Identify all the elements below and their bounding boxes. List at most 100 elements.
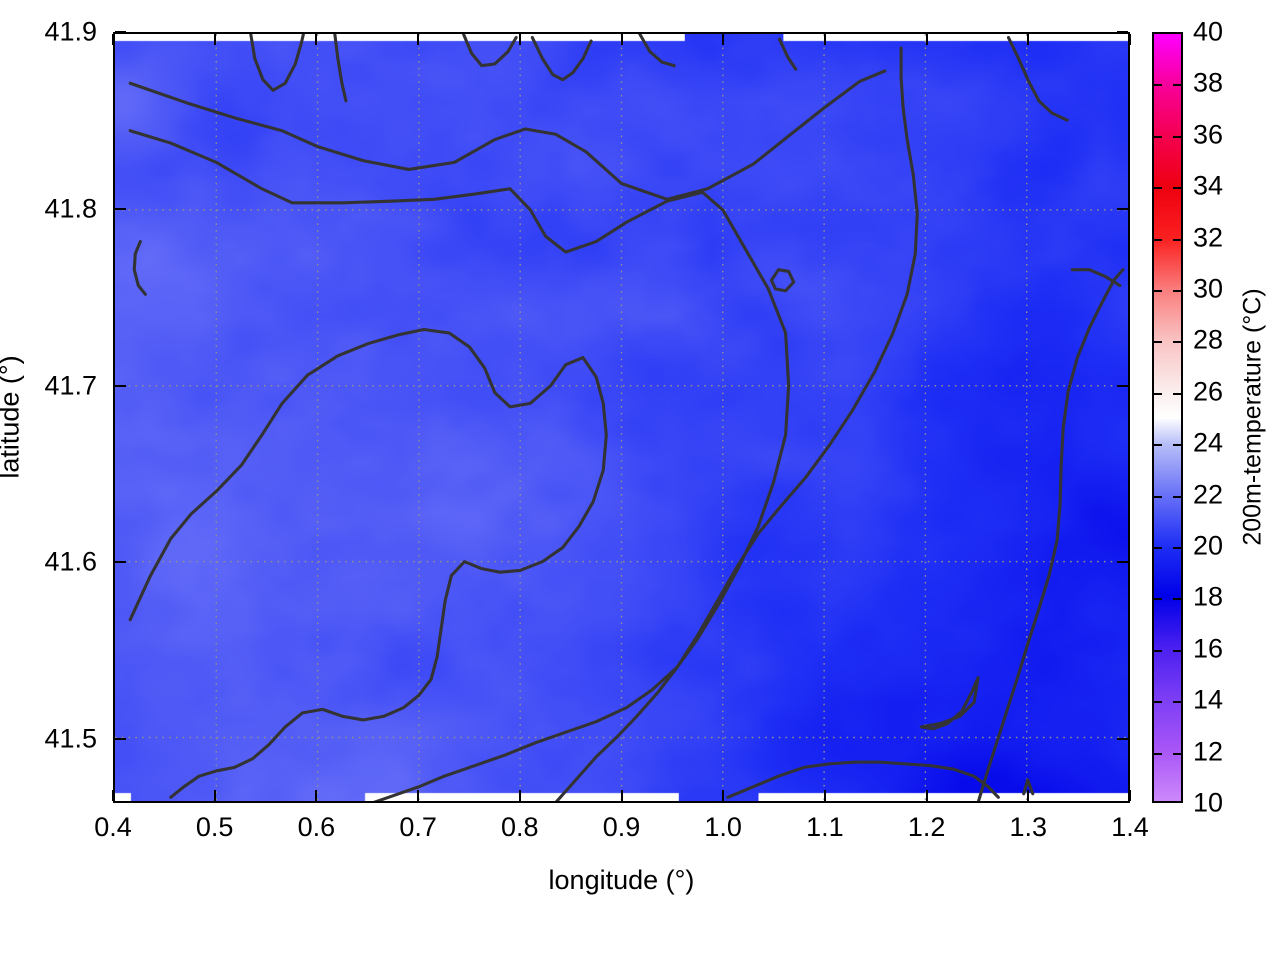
colorbar-tick [1154, 135, 1162, 138]
x-tick [518, 790, 521, 801]
temperature-heatmap [115, 34, 1128, 801]
colorbar-tick-label: 12 [1193, 736, 1224, 767]
colorbar-tick-label: 32 [1193, 222, 1224, 253]
colorbar-tick [1173, 495, 1181, 498]
colorbar-tick [1154, 84, 1162, 87]
colorbar-tick-label: 36 [1193, 119, 1224, 150]
y-tick-label: 41.6 [44, 546, 97, 577]
y-tick [1117, 207, 1128, 210]
x-tick-label: 1.2 [907, 812, 946, 842]
x-tick [213, 790, 216, 801]
x-tick [722, 34, 725, 45]
x-tick-label: 0.9 [602, 812, 641, 842]
colorbar-tick [1154, 701, 1162, 704]
x-tick [1129, 790, 1131, 801]
colorbar-tick [1173, 649, 1181, 652]
y-axis-title: latitude (°) [0, 355, 25, 479]
colorbar-tick [1173, 444, 1181, 447]
y-tick [115, 561, 126, 564]
colorbar-tick [1154, 290, 1162, 292]
x-tick-label: 1.4 [1111, 812, 1149, 842]
colorbar-tick [1154, 547, 1162, 549]
x-tick [925, 790, 928, 801]
x-tick [112, 790, 114, 801]
x-tick [315, 34, 318, 45]
x-tick [823, 790, 826, 801]
colorbar-tick-label: 38 [1193, 67, 1224, 98]
x-tick [112, 34, 114, 45]
x-tick-label: 0.7 [399, 812, 437, 842]
y-tick-label: 41.5 [44, 723, 97, 754]
colorbar-title: 200m-temperature (°C) [1238, 288, 1267, 546]
colorbar-tick-label: 30 [1193, 273, 1224, 304]
x-axis-title: longitude (°) [548, 865, 695, 895]
colorbar-tick-label: 16 [1193, 633, 1224, 664]
y-tick-label: 41.7 [44, 370, 97, 401]
colorbar-tick [1173, 392, 1181, 395]
x-tick [417, 790, 420, 801]
x-tick [823, 34, 826, 45]
colorbar-tick-label: 22 [1193, 479, 1224, 510]
y-tick-label: 41.9 [44, 16, 97, 47]
x-tick [620, 34, 623, 45]
x-tick [722, 790, 725, 801]
y-tick [115, 207, 126, 210]
colorbar-tick [1154, 238, 1162, 241]
y-tick [1117, 384, 1128, 387]
colorbar-tick [1154, 341, 1162, 344]
colorbar-tick [1173, 290, 1181, 292]
x-tick-label: 0.8 [501, 812, 539, 842]
colorbar-tick-label: 40 [1193, 16, 1224, 47]
colorbar-tick [1154, 444, 1162, 447]
colorbar-tick [1154, 495, 1162, 498]
colorbar [1152, 32, 1183, 803]
x-tick [1027, 790, 1030, 801]
y-tick [1117, 561, 1128, 564]
colorbar-tick [1173, 752, 1181, 755]
colorbar-tick [1173, 187, 1181, 190]
plot-area [113, 32, 1130, 803]
colorbar-tick [1154, 649, 1162, 652]
x-tick [1027, 34, 1030, 45]
colorbar-tick-label: 14 [1193, 684, 1224, 715]
colorbar-tick [1154, 598, 1162, 601]
x-tick [315, 790, 318, 801]
colorbar-tick [1173, 598, 1181, 601]
colorbar-tick [1173, 84, 1181, 87]
x-tick [417, 34, 420, 45]
colorbar-tick [1173, 238, 1181, 241]
y-tick-label: 41.8 [44, 193, 97, 224]
y-tick [1117, 738, 1128, 741]
colorbar-tick-label: 10 [1193, 787, 1224, 818]
colorbar-tick [1173, 701, 1181, 704]
colorbar-tick-label: 20 [1193, 530, 1224, 561]
colorbar-tick [1154, 752, 1162, 755]
y-tick [115, 738, 126, 741]
colorbar-tick-label: 26 [1193, 376, 1224, 407]
contour-lines [128, 34, 1125, 801]
y-tick [1117, 31, 1128, 33]
x-tick-label: 1.0 [704, 812, 742, 842]
colorbar-tick [1154, 392, 1162, 395]
y-tick [115, 384, 126, 387]
colorbar-tick [1173, 547, 1181, 549]
x-tick-label: 0.6 [297, 812, 336, 842]
x-tick [620, 790, 623, 801]
x-tick [925, 34, 928, 45]
x-tick-label: 1.3 [1009, 812, 1048, 842]
x-tick [518, 34, 521, 45]
colorbar-tick [1154, 187, 1162, 190]
x-tick [213, 34, 216, 45]
colorbar-tick-label: 18 [1193, 581, 1224, 612]
x-tick [1129, 34, 1131, 45]
colorbar-tick [1173, 135, 1181, 138]
colorbar-tick-label: 34 [1193, 170, 1224, 201]
x-tick-label: 0.4 [94, 812, 132, 842]
colorbar-gradient [1154, 34, 1181, 801]
colorbar-tick [1173, 341, 1181, 344]
colorbar-tick-label: 28 [1193, 324, 1224, 355]
y-tick [115, 31, 126, 33]
colorbar-tick-label: 24 [1193, 427, 1224, 458]
x-tick-label: 0.5 [195, 812, 234, 842]
